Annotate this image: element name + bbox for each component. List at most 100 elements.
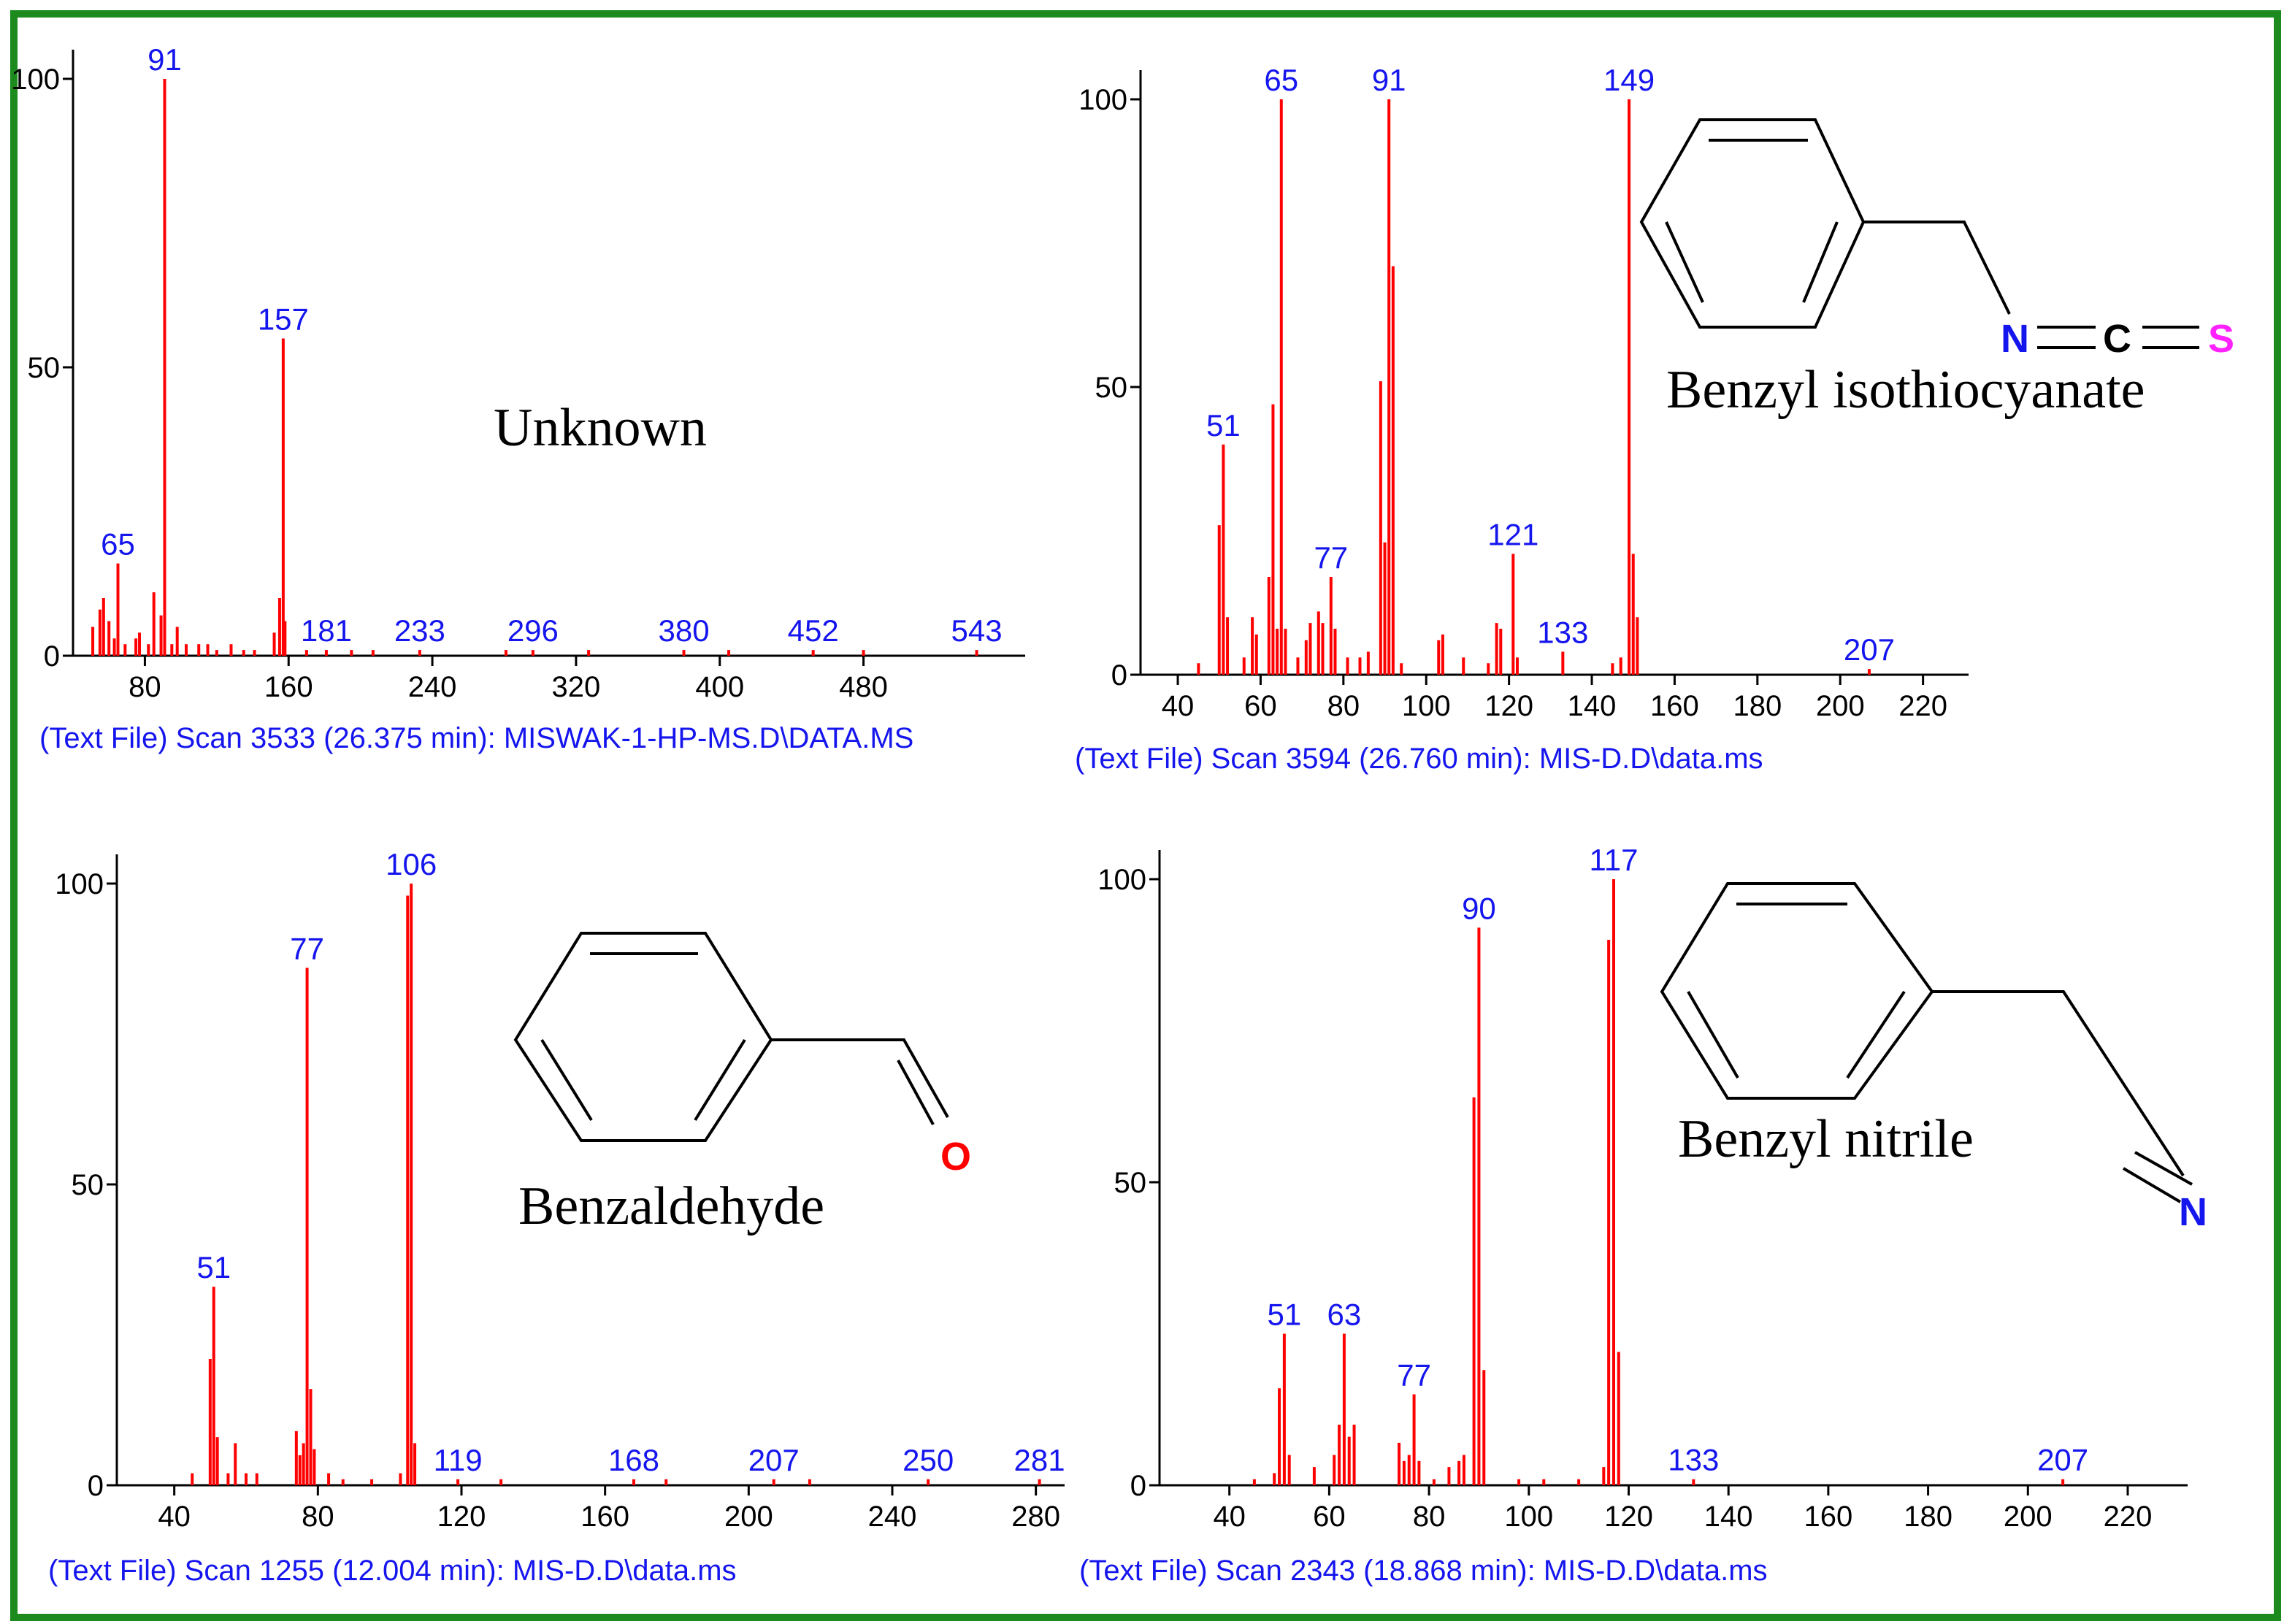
peak-label: 452 bbox=[788, 613, 839, 648]
panel-unknown: 0 50 100 80 160 240 320 400 480 65 91 157 181 233 296 3… bbox=[11, 42, 1025, 754]
methylene-bond bbox=[1863, 221, 2011, 315]
peak-label: 65 bbox=[101, 527, 135, 562]
peak-label: 233 bbox=[394, 613, 445, 648]
benzene-ring bbox=[1639, 118, 1866, 329]
y-tick-label: 100 bbox=[1078, 84, 1127, 116]
peak-label: 91 bbox=[147, 42, 182, 77]
peak-label: 51 bbox=[196, 1250, 231, 1284]
x-tick-label: 240 bbox=[868, 1501, 917, 1533]
scan-caption-benzyl-isothiocyanate: (Text File) Scan 3594 (26.760 min): MIS-… bbox=[1075, 743, 1763, 775]
x-tick-label: 100 bbox=[1402, 690, 1451, 722]
y-tick-label: 0 bbox=[44, 640, 60, 673]
x-tick-label: 60 bbox=[1313, 1501, 1346, 1533]
x-tick-label: 100 bbox=[1504, 1501, 1553, 1533]
peak-label: 168 bbox=[608, 1443, 659, 1477]
peak-label: 281 bbox=[1014, 1443, 1065, 1477]
scan-caption-benzaldehyde: (Text File) Scan 1255 (12.004 min): MIS-… bbox=[48, 1555, 737, 1587]
figure-frame bbox=[10, 10, 2281, 1621]
peak-label: 106 bbox=[386, 847, 437, 881]
atom-o-label: O bbox=[940, 1135, 971, 1179]
x-tick-label: 80 bbox=[129, 671, 161, 703]
peak-label: 119 bbox=[434, 1443, 483, 1477]
peak-label: 543 bbox=[951, 613, 1003, 648]
x-tick-label: 240 bbox=[408, 671, 457, 703]
x-tick-label: 200 bbox=[724, 1501, 773, 1533]
y-tick-label: 0 bbox=[1130, 1470, 1146, 1502]
atom-n-label: N bbox=[2179, 1190, 2207, 1234]
x-tick-label: 120 bbox=[1484, 690, 1533, 722]
y-tick-label: 50 bbox=[1114, 1167, 1147, 1199]
peak-label: 380 bbox=[658, 613, 709, 648]
x-tick-label: 220 bbox=[1898, 690, 1947, 722]
peak-label: 77 bbox=[1397, 1358, 1431, 1393]
x-tick-label: 400 bbox=[695, 671, 744, 703]
x-tick-label: 80 bbox=[1413, 1501, 1446, 1533]
benzene-ring bbox=[513, 932, 773, 1142]
methylene-bond bbox=[1932, 990, 2185, 1177]
y-tick-label: 100 bbox=[11, 64, 60, 96]
peak-label: 77 bbox=[290, 931, 324, 965]
compound-name-benzyl-nitrile: Benzyl nitrile bbox=[1678, 1109, 1974, 1169]
peak-label: 157 bbox=[258, 302, 309, 337]
scan-caption-benzyl-nitrile: (Text File) Scan 2343 (18.868 min): MIS-… bbox=[1079, 1555, 1768, 1587]
x-tick-label: 160 bbox=[1650, 690, 1699, 722]
peak-label: 117 bbox=[1589, 843, 1638, 877]
peak-label: 181 bbox=[301, 613, 352, 648]
peak-label: 91 bbox=[1372, 63, 1406, 97]
y-tick-label: 50 bbox=[1095, 372, 1128, 404]
y-tick-label: 0 bbox=[88, 1470, 104, 1502]
x-tick-label: 200 bbox=[2004, 1501, 2053, 1533]
x-tick-label: 160 bbox=[1804, 1501, 1853, 1533]
benzene-ring bbox=[1660, 882, 1934, 1100]
atom-c-label: C bbox=[2103, 317, 2131, 361]
y-tick-label: 100 bbox=[55, 868, 104, 900]
x-tick-label: 140 bbox=[1568, 690, 1617, 722]
atom-s-label: S bbox=[2208, 317, 2234, 361]
x-tick-label: 180 bbox=[1904, 1501, 1952, 1533]
y-tick-label: 50 bbox=[28, 352, 61, 384]
x-tick-label: 140 bbox=[1704, 1501, 1753, 1533]
x-tick-label: 220 bbox=[2104, 1501, 2153, 1533]
panel-benzaldehyde: 0 50 100 40 80 120 160 200 240 280 51 77 106 119 168 20… bbox=[48, 847, 1065, 1587]
x-tick-label: 200 bbox=[1816, 690, 1865, 722]
x-tick-label: 160 bbox=[264, 671, 313, 703]
peak-label: 133 bbox=[1537, 615, 1588, 649]
peak-label: 77 bbox=[1314, 540, 1348, 575]
peak-label: 133 bbox=[1668, 1443, 1719, 1477]
x-tick-label: 60 bbox=[1244, 690, 1277, 722]
compound-name-benzaldehyde: Benzaldehyde bbox=[518, 1176, 824, 1236]
compound-name-benzyl-isothiocyanate: Benzyl isothiocyanate bbox=[1666, 360, 2145, 420]
y-tick-label: 50 bbox=[72, 1169, 104, 1201]
y-tick-label: 100 bbox=[1097, 864, 1146, 896]
peak-label: 51 bbox=[1268, 1298, 1302, 1332]
peak-label: 296 bbox=[507, 613, 559, 648]
atom-n-label: N bbox=[2001, 317, 2029, 361]
structure-benzyl-isothiocyanate: N C S bbox=[1639, 118, 2234, 361]
x-tick-label: 40 bbox=[158, 1501, 191, 1533]
x-tick-label: 120 bbox=[1604, 1501, 1653, 1533]
peak-label: 207 bbox=[2037, 1443, 2088, 1477]
structure-benzaldehyde: O bbox=[513, 932, 971, 1179]
spectrum-plot-benzyl-isothiocyanate: 0 50 100 40 60 80 100 120 140 160 180 200 220 51 65 77 9… bbox=[1078, 63, 1969, 722]
peak-label: 51 bbox=[1206, 408, 1241, 443]
aldehyde-bond bbox=[771, 1038, 949, 1118]
peak-label: 250 bbox=[903, 1443, 954, 1477]
peak-label: 63 bbox=[1327, 1298, 1362, 1332]
peak-label: 121 bbox=[1487, 518, 1538, 552]
spectrum-plot-benzyl-nitrile: 0 50 100 40 60 80 100 120 140 160 180 200 220 51 63 77 9… bbox=[1097, 843, 2188, 1533]
x-tick-label: 40 bbox=[1162, 690, 1195, 722]
x-tick-label: 320 bbox=[552, 671, 601, 703]
peak-label: 90 bbox=[1462, 891, 1496, 925]
structure-benzyl-nitrile: N bbox=[1660, 882, 2207, 1234]
x-tick-label: 180 bbox=[1733, 690, 1782, 722]
panel-benzyl-isothiocyanate: 0 50 100 40 60 80 100 120 140 160 180 200 220 51 65 77 9… bbox=[1075, 63, 2234, 775]
scan-caption-unknown: (Text File) Scan 3533 (26.375 min): MISW… bbox=[39, 722, 913, 754]
x-tick-label: 40 bbox=[1213, 1501, 1246, 1533]
panel-benzyl-nitrile: 0 50 100 40 60 80 100 120 140 160 180 200 220 51 63 77 9… bbox=[1079, 843, 2207, 1587]
peak-label: 207 bbox=[748, 1443, 800, 1477]
compound-name-unknown: Unknown bbox=[494, 398, 707, 458]
x-tick-label: 80 bbox=[302, 1501, 334, 1533]
x-tick-label: 160 bbox=[580, 1501, 629, 1533]
peak-label: 65 bbox=[1264, 63, 1298, 97]
